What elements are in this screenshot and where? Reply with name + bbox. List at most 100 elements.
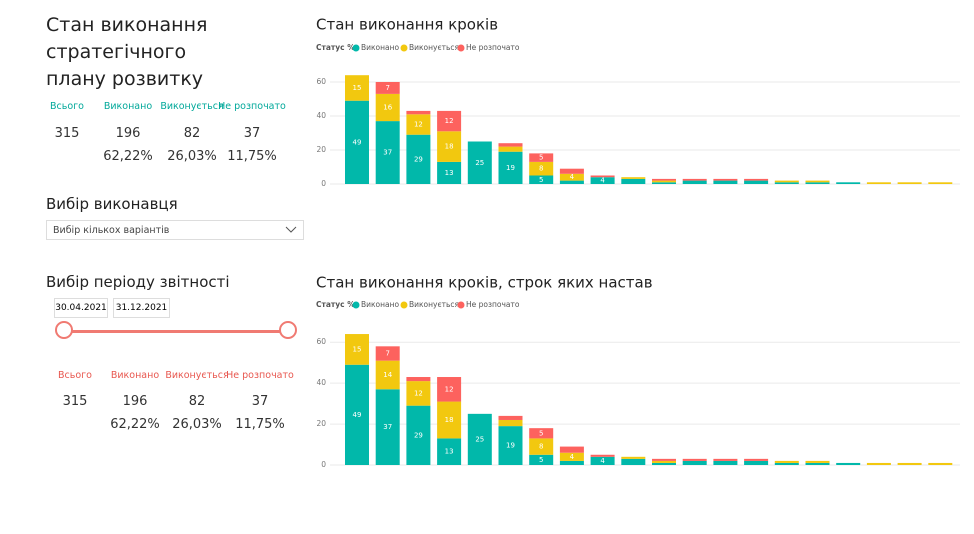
kpi-label: Не розпочато — [218, 101, 286, 112]
kpi-label: Виконано — [110, 370, 160, 381]
bar-segment — [805, 182, 830, 184]
bar-segment — [529, 153, 554, 162]
bar-segment — [529, 161, 554, 176]
bar-segment — [805, 180, 830, 183]
slider-handle[interactable] — [55, 321, 73, 339]
bar-segment — [774, 460, 799, 463]
bar-segment — [406, 114, 431, 135]
bar-segment — [805, 462, 830, 465]
bar-segment — [467, 413, 492, 465]
data-label: 18 — [445, 143, 454, 151]
bar-segment — [836, 182, 861, 184]
data-label: 29 — [414, 431, 423, 439]
bar-segment — [529, 428, 554, 439]
bar-segment — [559, 446, 584, 453]
bar-segment — [682, 458, 707, 461]
bar-segment — [406, 377, 431, 382]
legend-label: Виконується — [409, 43, 459, 52]
bar-segment — [682, 460, 707, 465]
data-label: 5 — [539, 456, 543, 464]
data-label: 12 — [445, 117, 454, 125]
legend-label: Не розпочато — [466, 43, 520, 52]
dropdown-text: Вибір кількох варіантів — [53, 225, 170, 236]
bar-segment — [621, 458, 646, 465]
data-label: 13 — [445, 448, 454, 456]
data-label: 29 — [414, 155, 423, 163]
bar-segment — [652, 180, 676, 183]
bar-segment — [498, 151, 523, 184]
bar-segment — [498, 415, 523, 420]
kpi-label: Всього — [50, 101, 84, 112]
bar-segment — [590, 454, 615, 457]
date-input[interactable]: 30.04.2021 — [54, 298, 108, 318]
data-label: 12 — [414, 389, 423, 397]
kpi-percent: 26,03% — [167, 149, 217, 164]
legend-dot — [457, 44, 465, 52]
data-label: 25 — [475, 159, 484, 167]
kpi-value: 82 — [183, 126, 201, 141]
bar-segment — [897, 182, 922, 184]
bar-segment — [406, 405, 431, 465]
date-input[interactable]: 31.12.2021 — [113, 298, 170, 318]
kpi-value: 37 — [243, 126, 261, 141]
bar-segment — [897, 462, 922, 465]
bar-segment — [406, 110, 431, 115]
bar-segment — [713, 180, 738, 184]
kpi-label: Виконується — [165, 370, 229, 381]
kpi-percent: 11,75% — [235, 417, 285, 432]
bar-segment — [621, 177, 646, 179]
bar-segment — [559, 168, 584, 174]
data-label: 49 — [353, 411, 362, 419]
bar-segment — [805, 460, 830, 463]
kpi-label: Не розпочато — [226, 370, 294, 381]
legend-dot — [352, 44, 360, 52]
kpi-percent: 62,22% — [110, 417, 160, 432]
legend-dot — [400, 301, 408, 309]
bar-segment — [652, 462, 676, 465]
slider-handle[interactable] — [279, 321, 297, 339]
executor-label: Вибір виконавця — [46, 195, 178, 213]
dropdown[interactable]: Вибір кількох варіантів — [46, 220, 304, 240]
kpi-value: 315 — [54, 126, 80, 141]
bar-segment — [621, 178, 646, 184]
bar-segment — [652, 460, 676, 463]
bar-segment — [437, 131, 462, 162]
bar-segment — [590, 456, 615, 465]
data-label: 12 — [414, 121, 423, 129]
bar-segment — [559, 173, 584, 181]
bar-segment — [529, 454, 554, 465]
kpi-percent: 62,22% — [103, 149, 153, 164]
bar-segment — [498, 146, 523, 152]
legend-label: Виконується — [409, 300, 459, 309]
data-label: 14 — [383, 371, 392, 379]
bar-segment — [345, 334, 369, 365]
data-label: 5 — [539, 154, 543, 162]
bar-segment — [437, 377, 462, 402]
bar-segment — [467, 141, 492, 184]
bar-segment — [652, 458, 676, 461]
bar-segment — [559, 452, 584, 461]
legend-dot — [457, 301, 465, 309]
kpi-value: 196 — [122, 394, 148, 409]
data-label: 37 — [383, 423, 392, 431]
legend-dot — [352, 301, 360, 309]
bar-segment — [744, 458, 769, 461]
y-tick-label: 40 — [316, 111, 326, 120]
kpi-label: Виконано — [103, 101, 153, 112]
chart-title: Стан виконання кроків — [316, 16, 498, 34]
kpi-value: 196 — [115, 126, 141, 141]
bar-segment — [375, 346, 400, 361]
data-label: 8 — [539, 443, 543, 451]
data-label: 12 — [445, 385, 454, 393]
bar-segment — [375, 360, 400, 390]
legend-label: Не розпочато — [466, 300, 520, 309]
y-tick-label: 0 — [321, 460, 326, 469]
bar-segment — [774, 462, 799, 465]
bar-segment — [406, 134, 431, 184]
data-label: 13 — [445, 169, 454, 177]
panel-title: Стан виконання стратегічного плану розви… — [46, 14, 208, 90]
bar-segment — [928, 182, 953, 184]
bar-segment — [744, 460, 769, 465]
data-label: 8 — [539, 165, 543, 173]
